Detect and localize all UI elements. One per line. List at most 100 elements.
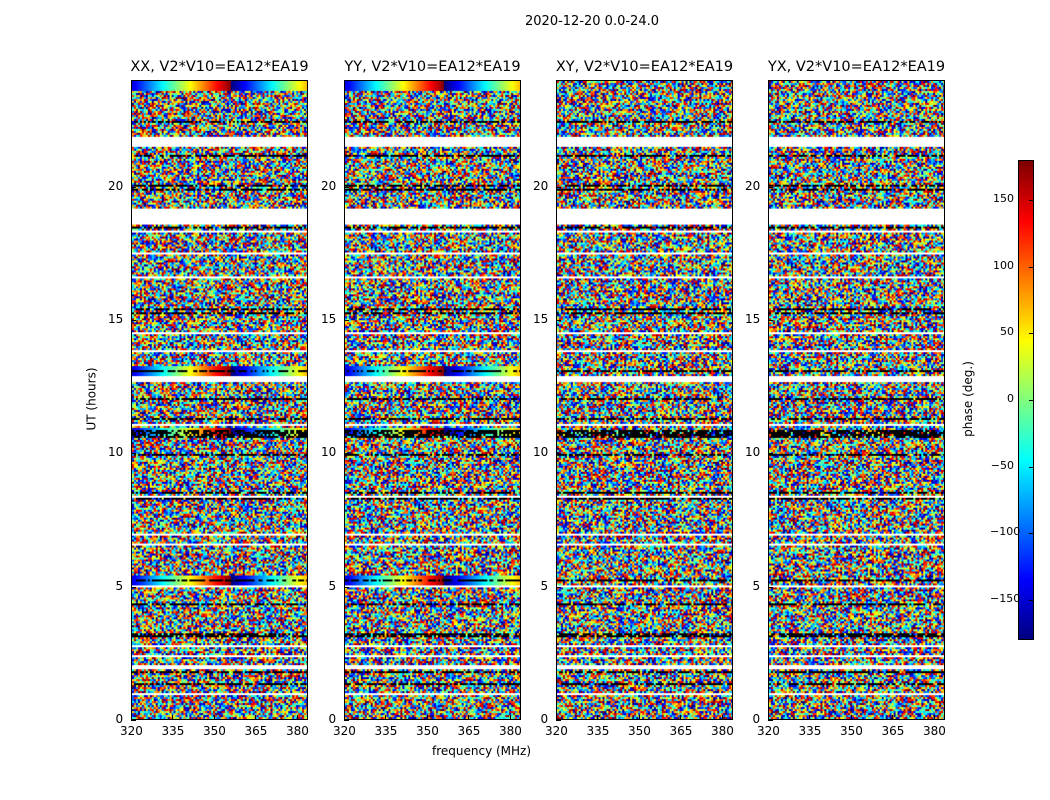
x-tick-label: 365 <box>881 724 905 738</box>
x-tick-mark <box>638 715 640 720</box>
y-tick-label: 10 <box>108 445 124 460</box>
colorbar-tick-mark <box>1029 333 1034 335</box>
y-tick-label: 20 <box>533 178 549 193</box>
y-tick-mark <box>768 586 773 588</box>
x-tick-label: 380 <box>710 724 734 738</box>
colorbar-tick-mark <box>1029 266 1034 268</box>
x-tick-mark <box>468 715 470 720</box>
x-tick-mark <box>509 715 511 720</box>
x-tick-label: 365 <box>457 724 481 738</box>
y-tick-label: 10 <box>533 445 549 460</box>
y-tick-mark <box>131 586 136 588</box>
y-tick-label: 0 <box>115 712 124 726</box>
y-tick-mark <box>344 586 349 588</box>
x-tick-mark <box>426 715 428 720</box>
colorbar-tick-label: −100 <box>990 525 1021 539</box>
x-tick-mark <box>131 715 132 720</box>
y-tick-mark <box>344 186 349 188</box>
y-tick-mark <box>131 320 136 321</box>
x-tick-label: 350 <box>839 724 863 738</box>
x-tick-mark <box>255 715 257 720</box>
y-tick-mark <box>556 720 561 721</box>
y-tick-label: 20 <box>108 178 124 193</box>
x-tick-mark <box>344 715 345 720</box>
y-tick-mark <box>131 186 136 188</box>
colorbar-tick-label: 100 <box>993 258 1014 272</box>
y-tick-label: 5 <box>752 578 761 593</box>
x-tick-mark <box>809 715 811 720</box>
y-tick-mark <box>768 320 773 321</box>
panel-title-1: YY, V2*V10=EA12*EA19 <box>344 59 521 75</box>
y-tick-mark <box>768 186 773 188</box>
y-tick-label: 0 <box>540 712 549 726</box>
y-tick-label: 20 <box>321 178 337 193</box>
y-tick-mark <box>131 453 136 455</box>
y-axis-label: UT (hours) <box>84 367 99 431</box>
y-tick-label: 15 <box>321 312 337 326</box>
x-tick-mark <box>213 715 215 720</box>
y-tick-label: 5 <box>115 578 124 593</box>
x-tick-mark <box>850 715 852 720</box>
x-tick-label: 350 <box>202 724 226 738</box>
x-tick-label: 350 <box>627 724 651 738</box>
panel-title-3: YX, V2*V10=EA12*EA19 <box>767 59 946 75</box>
x-tick-mark <box>768 715 769 720</box>
y-tick-label: 15 <box>533 312 549 326</box>
colorbar-tick-label: −150 <box>990 592 1021 605</box>
phase-waterfall-xy <box>556 80 733 720</box>
y-tick-label: 20 <box>745 178 761 193</box>
colorbar-tick-mark <box>1029 466 1034 468</box>
x-tick-label: 365 <box>669 724 693 738</box>
figure-suptitle: 2020-12-20 0.0-24.0 <box>525 14 659 29</box>
y-tick-mark <box>768 720 773 721</box>
y-tick-mark <box>556 586 561 588</box>
y-tick-mark <box>556 320 561 321</box>
x-tick-label: 380 <box>922 724 946 738</box>
colorbar-tick-label: 150 <box>993 192 1014 205</box>
y-tick-label: 15 <box>108 312 124 326</box>
phase-waterfall-xx <box>131 80 308 720</box>
colorbar-tick-label: 50 <box>1000 325 1014 339</box>
y-tick-label: 5 <box>328 578 337 593</box>
x-tick-mark <box>597 715 599 720</box>
x-tick-mark <box>680 715 682 720</box>
colorbar-label: phase (deg.) <box>960 361 975 437</box>
x-tick-label: 335 <box>586 724 610 738</box>
y-tick-mark <box>344 453 349 455</box>
y-tick-mark <box>768 453 773 455</box>
x-tick-label: 380 <box>285 724 309 738</box>
y-tick-mark <box>556 186 561 188</box>
x-tick-label: 335 <box>161 724 185 738</box>
x-axis-label: frequency (MHz) <box>432 744 532 758</box>
x-tick-mark <box>933 715 935 720</box>
phase-waterfall-yx <box>768 80 945 720</box>
colorbar-tick-mark <box>1029 200 1034 201</box>
x-tick-label: 335 <box>798 724 822 738</box>
panel-title-2: XY, V2*V10=EA12*EA19 <box>555 59 734 75</box>
x-tick-mark <box>721 715 723 720</box>
colorbar-tick-label: 0 <box>1007 392 1014 405</box>
colorbar-tick-mark <box>1029 533 1034 535</box>
colorbar-tick-mark <box>1029 400 1034 401</box>
panel-title-0: XX, V2*V10=EA12*EA19 <box>130 59 309 75</box>
y-tick-mark <box>344 320 349 321</box>
x-tick-label: 320 <box>333 724 356 738</box>
y-tick-label: 10 <box>321 445 337 460</box>
y-tick-mark <box>344 720 349 721</box>
x-tick-mark <box>172 715 174 720</box>
x-tick-label: 350 <box>415 724 439 738</box>
y-tick-mark <box>556 453 561 455</box>
x-tick-label: 320 <box>120 724 143 738</box>
x-tick-mark <box>556 715 557 720</box>
x-tick-label: 320 <box>545 724 568 738</box>
x-tick-label: 380 <box>498 724 522 738</box>
y-tick-label: 10 <box>745 445 761 460</box>
y-tick-label: 0 <box>752 712 761 726</box>
phase-waterfall-yy <box>344 80 521 720</box>
y-tick-label: 15 <box>745 312 761 326</box>
colorbar-tick-label: −50 <box>990 458 1014 472</box>
x-tick-mark <box>892 715 894 720</box>
y-tick-label: 5 <box>540 578 549 593</box>
colorbar-tick-mark <box>1029 600 1034 601</box>
